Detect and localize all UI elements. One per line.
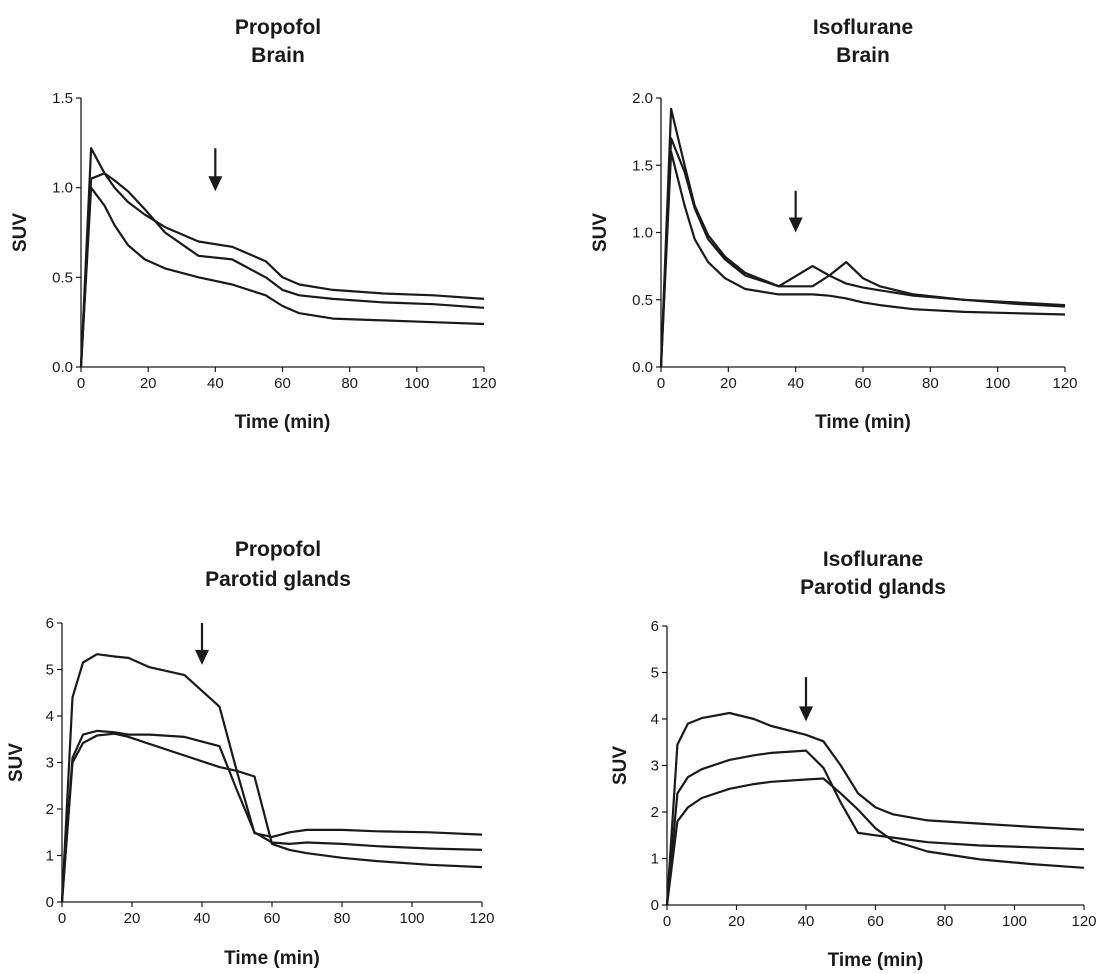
x-tick-label: 120	[1052, 375, 1077, 392]
x-axis-label: Time (min)	[224, 948, 320, 969]
y-axis-label: SUV	[10, 213, 31, 252]
x-tick-label: 40	[194, 910, 211, 927]
x-tick-label: 60	[867, 913, 884, 930]
y-tick-label: 1.0	[632, 225, 653, 242]
chart-title-line-2: Parotid glands	[800, 576, 946, 599]
series-line-3	[60, 732, 483, 903]
x-tick-label: 80	[334, 910, 351, 927]
y-tick-label: 4	[651, 711, 659, 728]
chart-isoflurane-brain: Isoflurane Brain 0 20 40 60 80 100 120 0.0 0.5 1.0 1…	[590, 16, 1078, 433]
x-tick-label: 40	[798, 913, 815, 930]
y-tick-label: 5	[46, 662, 54, 679]
y-tick-label: 1	[46, 848, 54, 865]
series-line-1	[79, 147, 485, 368]
series-line-2	[79, 172, 485, 368]
x-tick-label: 20	[124, 910, 141, 927]
x-tick-label: 60	[264, 910, 281, 927]
x-tick-label: 0	[657, 375, 665, 392]
y-tick-label: 0.5	[52, 269, 73, 286]
x-tick-label: 80	[937, 913, 954, 930]
x-tick-label: 40	[207, 375, 224, 392]
y-tick-label: 0	[651, 897, 659, 914]
y-tick-label: 3	[46, 755, 54, 772]
series-line-1	[659, 107, 1066, 368]
series-line-2	[659, 137, 1066, 368]
chart-title-line-1: Isoflurane	[813, 16, 913, 39]
y-tick-label: 6	[46, 615, 54, 632]
annotation-arrow	[195, 623, 209, 665]
chart-title-line-1: Isoflurane	[823, 548, 923, 571]
series-line-3	[659, 150, 1066, 368]
y-tick-label: 6	[651, 618, 659, 635]
y-axis-label: SUV	[610, 746, 631, 785]
chart-propofol-parotid-glands: Propofol Parotid glands 0 20 40 60 80 100 120 0 1 2…	[6, 538, 495, 969]
y-axis-label: SUV	[6, 743, 27, 782]
y-tick-label: 1.5	[52, 90, 73, 107]
x-tick-label: 100	[985, 375, 1010, 392]
x-tick-label: 0	[663, 913, 671, 930]
annotation-arrow	[208, 148, 223, 192]
y-tick-label: 0.5	[632, 292, 653, 309]
y-tick-label: 0.0	[52, 359, 73, 376]
y-tick-label: 1	[651, 851, 659, 868]
chart-isoflurane-parotid-glands: Isoflurane Parotid glands 0 20 40 60 80 100 120 0…	[610, 548, 1097, 971]
series-line-2	[665, 749, 1085, 906]
series-line-2	[60, 729, 483, 903]
x-tick-label: 40	[787, 375, 804, 392]
annotation-arrow	[788, 190, 803, 233]
x-tick-label: 80	[341, 375, 358, 392]
x-axis-label: Time (min)	[828, 950, 924, 971]
x-tick-label: 20	[728, 913, 745, 930]
y-tick-label: 4	[46, 708, 54, 725]
series-line-1	[60, 653, 483, 903]
chart-title-line-2: Brain	[251, 44, 305, 67]
x-tick-label: 120	[1071, 913, 1096, 930]
x-tick-label: 0	[77, 375, 85, 392]
x-tick-label: 100	[404, 375, 429, 392]
x-axis-label: Time (min)	[815, 412, 911, 433]
y-tick-label: 5	[651, 665, 659, 682]
y-tick-label: 2	[46, 801, 54, 818]
chart-title-line-1: Propofol	[235, 538, 321, 561]
x-tick-label: 20	[720, 375, 737, 392]
y-tick-label: 1.0	[52, 180, 73, 197]
x-tick-label: 60	[274, 375, 291, 392]
arrow-head	[788, 217, 803, 233]
x-tick-label: 100	[1002, 913, 1027, 930]
y-tick-label: 1.5	[632, 157, 653, 174]
chart-title-line-2: Parotid glands	[205, 568, 351, 591]
y-tick-label: 2.0	[632, 90, 653, 107]
series-line-1	[665, 711, 1085, 906]
arrow-head	[208, 176, 223, 192]
arrow-head	[799, 706, 813, 722]
x-axis-label: Time (min)	[235, 412, 331, 433]
chart-title-line-2: Brain	[836, 44, 890, 67]
y-tick-label: 0.0	[632, 359, 653, 376]
arrow-head	[195, 649, 209, 665]
x-tick-label: 80	[922, 375, 939, 392]
x-tick-label: 0	[58, 910, 66, 927]
series-line-3	[665, 777, 1085, 906]
y-tick-label: 0	[46, 894, 54, 911]
annotation-arrow	[799, 677, 813, 722]
y-axis-label: SUV	[590, 213, 611, 252]
y-tick-label: 2	[651, 804, 659, 821]
x-tick-label: 100	[399, 910, 424, 927]
x-tick-label: 60	[855, 375, 872, 392]
chart-title-line-1: Propofol	[235, 16, 321, 39]
x-tick-label: 120	[471, 375, 496, 392]
x-tick-label: 20	[140, 375, 157, 392]
series-line-3	[79, 186, 485, 368]
x-tick-label: 120	[469, 910, 494, 927]
chart-propofol-brain: Propofol Brain 0 20 40 60 80 100 120 0.0 0.5 1.0 1.5…	[10, 16, 497, 433]
y-tick-label: 3	[651, 758, 659, 775]
